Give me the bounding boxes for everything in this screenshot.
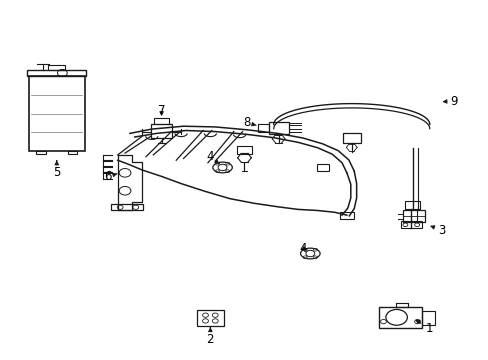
Bar xyxy=(237,146,251,154)
Text: 4: 4 xyxy=(299,242,306,255)
Bar xyxy=(154,118,168,124)
Bar xyxy=(151,124,172,138)
Bar xyxy=(67,151,77,154)
Text: 4: 4 xyxy=(206,150,219,164)
Bar xyxy=(403,210,424,222)
Text: 2: 2 xyxy=(206,328,214,346)
Bar xyxy=(196,310,224,326)
Bar xyxy=(342,134,360,143)
Bar xyxy=(27,70,86,76)
Bar xyxy=(405,201,419,209)
Bar xyxy=(400,221,421,228)
Bar xyxy=(378,307,422,328)
Bar xyxy=(29,76,84,151)
Bar xyxy=(422,311,434,324)
Bar xyxy=(48,66,65,70)
Bar xyxy=(339,212,353,220)
Text: 7: 7 xyxy=(158,104,165,117)
Text: 1: 1 xyxy=(415,320,433,335)
Text: 5: 5 xyxy=(53,161,61,179)
Text: 3: 3 xyxy=(430,224,445,237)
Bar xyxy=(316,164,328,171)
Bar xyxy=(111,204,143,211)
Bar xyxy=(268,122,289,134)
Text: 8: 8 xyxy=(243,116,256,129)
Bar xyxy=(258,125,268,132)
Bar xyxy=(36,151,46,154)
Text: 9: 9 xyxy=(443,95,457,108)
Text: 6: 6 xyxy=(104,170,117,183)
